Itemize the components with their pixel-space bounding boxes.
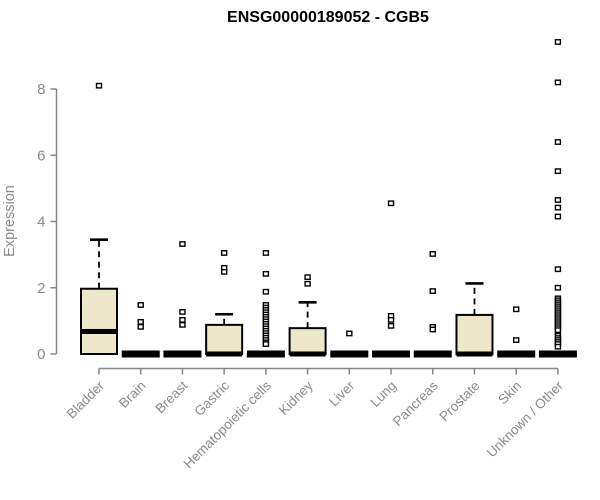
outlier-point (554, 284, 562, 291)
flat-box (330, 350, 369, 358)
x-category-label-breast: Breast (152, 378, 190, 416)
x-category-label-unknown-other: Unknown / Other (484, 378, 567, 461)
box-group-hematopoietic-cells (246, 250, 285, 358)
y-tick-label: 4 (37, 214, 45, 231)
box-group-lung (372, 200, 411, 358)
outlier-point (137, 318, 144, 325)
outlier-point (554, 168, 562, 175)
y-tick-label: 8 (37, 81, 45, 98)
outlier-point (262, 341, 270, 347)
box-rect (288, 327, 327, 356)
box-group-kidney (288, 274, 327, 357)
outlier-point (429, 251, 436, 257)
outlier-point (513, 306, 520, 313)
x-category-label-brain: Brain (116, 378, 149, 411)
flat-box (246, 350, 285, 358)
y-axis-title: Expression (2, 185, 18, 257)
outlier-point (179, 309, 186, 315)
median-line (289, 351, 326, 357)
x-category-label-liver: Liver (326, 378, 358, 410)
box-group-liver (330, 330, 369, 358)
outlier-point (429, 288, 436, 294)
outlier-point (179, 316, 186, 323)
outlier-point (387, 200, 395, 207)
outlier-point (554, 79, 562, 86)
outlier-point (554, 343, 562, 350)
x-category-label-kidney: Kidney (276, 378, 316, 418)
chart-title: ENSG00000189052 - CGB5 (227, 9, 429, 26)
outlier-point (346, 330, 353, 337)
outlier-point (220, 268, 228, 275)
outlier-point (554, 213, 562, 220)
box-group-gastric (205, 250, 244, 357)
box-group-brain (121, 302, 160, 358)
outlier-point (554, 327, 562, 334)
box-group-bladder (80, 82, 118, 355)
x-category-label-bladder: Bladder (64, 378, 108, 422)
x-category-label-lung: Lung (367, 378, 399, 410)
box-group-unknown-other (538, 39, 577, 358)
outlier-point (554, 266, 562, 273)
flat-box (121, 350, 160, 358)
outlier-point (179, 241, 186, 247)
outlier-point (554, 139, 562, 145)
y-tick-label: 2 (37, 280, 45, 297)
outlier-point (513, 337, 520, 343)
flat-box (497, 350, 536, 358)
median-line (456, 351, 493, 357)
outlier-point (387, 322, 395, 329)
box-rect (455, 313, 494, 356)
box-rect (80, 287, 118, 355)
outlier-point (554, 39, 562, 45)
outlier-point (554, 197, 562, 203)
flat-box (538, 350, 577, 358)
x-category-label-gastric: Gastric (191, 378, 232, 419)
box-group-prostate (455, 282, 494, 357)
outlier-point (304, 280, 311, 287)
box-rect (205, 323, 244, 356)
flat-box (413, 350, 452, 358)
outlier-point (137, 323, 144, 330)
outlier-point (179, 321, 186, 328)
box-group-pancreas (413, 251, 452, 358)
outlier-point (262, 288, 270, 295)
y-tick-label: 6 (37, 147, 45, 164)
outlier-point (304, 274, 311, 281)
x-category-label-skin: Skin (495, 378, 524, 407)
flat-box (372, 350, 411, 358)
box-group-breast (163, 241, 202, 358)
outlier-point (137, 302, 144, 308)
x-category-label-pancreas: Pancreas (390, 378, 441, 429)
outlier-point (262, 250, 270, 256)
y-tick-label: 0 (37, 346, 45, 363)
outlier-point (429, 326, 436, 333)
x-category-label-prostate: Prostate (436, 378, 482, 424)
outlier-point (262, 270, 270, 277)
median-line (206, 351, 243, 357)
outlier-point (95, 82, 103, 89)
outlier-point (387, 316, 395, 323)
flat-box (163, 350, 202, 358)
outlier-point (554, 204, 562, 211)
box-group-skin (497, 306, 536, 358)
y-axis: 0 2 4 6 8 (37, 81, 58, 363)
plot-area (80, 39, 577, 358)
outlier-point (220, 250, 228, 256)
median-line (81, 328, 117, 334)
